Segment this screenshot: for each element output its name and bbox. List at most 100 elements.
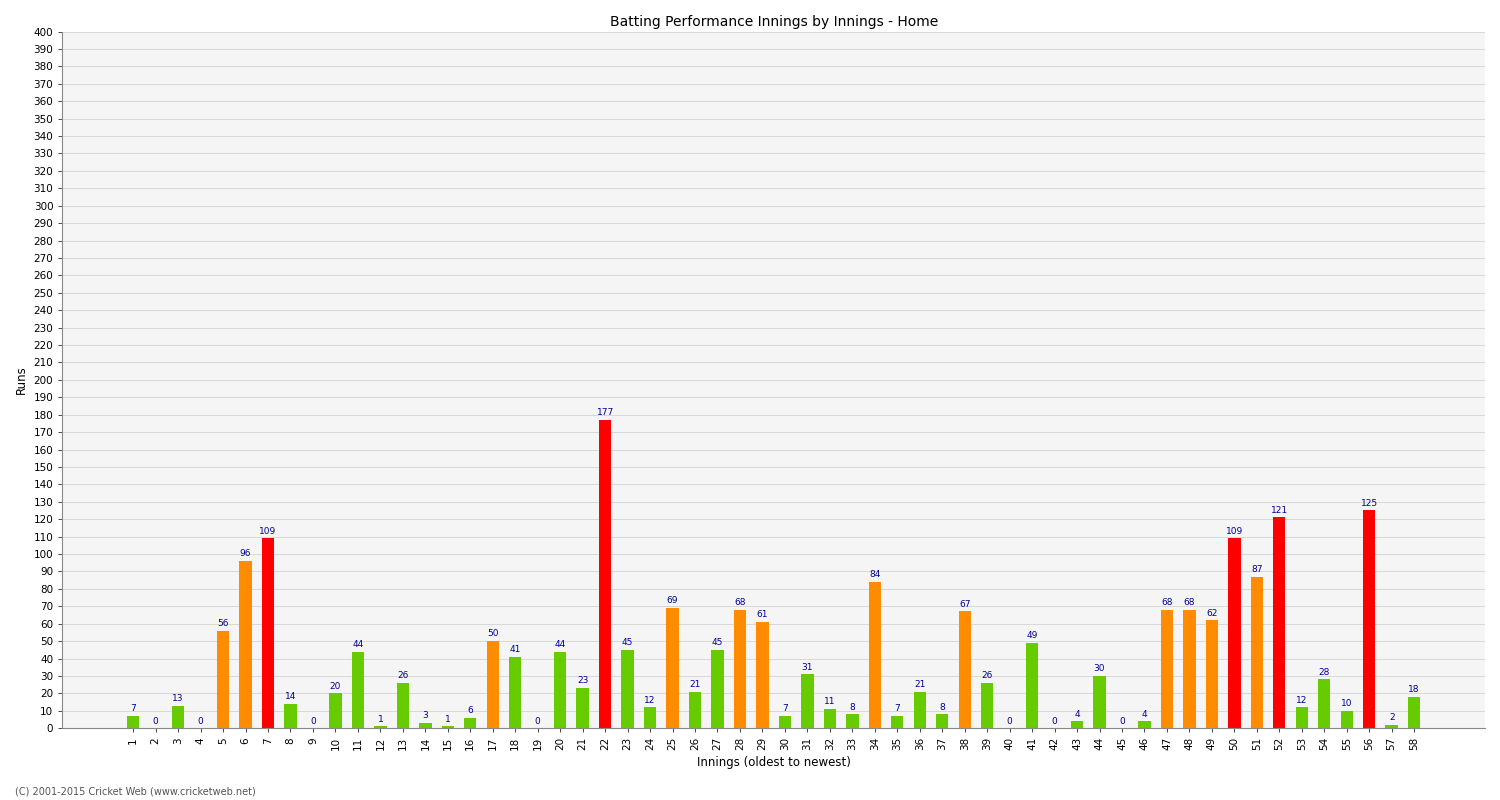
Bar — [846, 714, 858, 728]
Text: 8: 8 — [939, 702, 945, 712]
Text: 0: 0 — [536, 717, 540, 726]
Bar — [1386, 725, 1398, 728]
Text: 49: 49 — [1026, 631, 1038, 640]
Text: 45: 45 — [622, 638, 633, 647]
Bar — [1318, 679, 1330, 728]
Bar — [824, 709, 836, 728]
Text: 45: 45 — [712, 638, 723, 647]
Bar — [262, 538, 274, 728]
Bar — [217, 630, 229, 728]
Bar — [419, 723, 432, 728]
Text: 1: 1 — [378, 715, 384, 724]
Text: 20: 20 — [330, 682, 340, 690]
Bar — [801, 674, 813, 728]
Text: 28: 28 — [1318, 668, 1330, 677]
Bar — [285, 704, 297, 728]
Text: 8: 8 — [849, 702, 855, 712]
Bar — [1364, 510, 1376, 728]
Bar — [644, 707, 656, 728]
Text: 12: 12 — [645, 696, 656, 705]
Text: 7: 7 — [894, 704, 900, 714]
Bar — [734, 610, 746, 728]
Text: 84: 84 — [868, 570, 880, 579]
Text: 6: 6 — [468, 706, 472, 715]
Bar — [240, 561, 252, 728]
Bar — [711, 650, 723, 728]
Text: 68: 68 — [734, 598, 746, 607]
Bar — [351, 651, 364, 728]
Bar — [1206, 620, 1218, 728]
Text: (C) 2001-2015 Cricket Web (www.cricketweb.net): (C) 2001-2015 Cricket Web (www.cricketwe… — [15, 786, 255, 796]
Bar — [509, 657, 522, 728]
Text: 0: 0 — [153, 717, 159, 726]
Text: 18: 18 — [1408, 686, 1420, 694]
Text: 62: 62 — [1206, 609, 1218, 618]
Text: 177: 177 — [597, 408, 613, 418]
Text: 44: 44 — [352, 640, 363, 649]
Bar — [688, 691, 700, 728]
Bar — [1274, 518, 1286, 728]
Text: 68: 68 — [1184, 598, 1196, 607]
Bar — [1296, 707, 1308, 728]
Text: 1: 1 — [446, 715, 450, 724]
X-axis label: Innings (oldest to newest): Innings (oldest to newest) — [696, 756, 850, 769]
Bar — [981, 683, 993, 728]
Text: 21: 21 — [690, 680, 700, 689]
Bar — [1184, 610, 1196, 728]
Text: 13: 13 — [172, 694, 184, 703]
Bar — [1094, 676, 1106, 728]
Text: 30: 30 — [1094, 664, 1106, 674]
Bar — [172, 706, 184, 728]
Text: 56: 56 — [217, 619, 229, 628]
Bar — [1138, 722, 1150, 728]
Text: 2: 2 — [1389, 713, 1395, 722]
Text: 26: 26 — [981, 671, 993, 680]
Bar — [441, 726, 454, 728]
Title: Batting Performance Innings by Innings - Home: Batting Performance Innings by Innings -… — [609, 15, 938, 29]
Bar — [576, 688, 590, 728]
Bar — [374, 726, 387, 728]
Bar — [1341, 710, 1353, 728]
Text: 96: 96 — [240, 550, 252, 558]
Bar — [756, 622, 768, 728]
Text: 50: 50 — [488, 630, 498, 638]
Bar — [936, 714, 948, 728]
Bar — [666, 608, 678, 728]
Bar — [778, 716, 790, 728]
Bar — [396, 683, 410, 728]
Bar — [1228, 538, 1240, 728]
Text: 7: 7 — [782, 704, 788, 714]
Text: 109: 109 — [260, 526, 276, 536]
Text: 68: 68 — [1161, 598, 1173, 607]
Y-axis label: Runs: Runs — [15, 366, 28, 394]
Bar — [330, 694, 342, 728]
Text: 23: 23 — [578, 677, 588, 686]
Text: 11: 11 — [824, 698, 836, 706]
Text: 125: 125 — [1360, 499, 1378, 508]
Bar — [598, 420, 612, 728]
Bar — [464, 718, 477, 728]
Text: 4: 4 — [1142, 710, 1148, 718]
Bar — [958, 611, 970, 728]
Text: 0: 0 — [1119, 717, 1125, 726]
Bar — [891, 716, 903, 728]
Text: 121: 121 — [1270, 506, 1288, 515]
Bar — [868, 582, 880, 728]
Bar — [128, 716, 140, 728]
Bar — [914, 691, 926, 728]
Text: 21: 21 — [914, 680, 926, 689]
Text: 4: 4 — [1074, 710, 1080, 718]
Text: 10: 10 — [1341, 699, 1353, 708]
Text: 14: 14 — [285, 692, 296, 701]
Bar — [621, 650, 634, 728]
Text: 31: 31 — [801, 662, 813, 671]
Text: 7: 7 — [130, 704, 136, 714]
Bar — [486, 641, 500, 728]
Bar — [554, 651, 567, 728]
Text: 0: 0 — [310, 717, 316, 726]
Text: 44: 44 — [555, 640, 566, 649]
Text: 26: 26 — [398, 671, 408, 680]
Text: 12: 12 — [1296, 696, 1308, 705]
Text: 87: 87 — [1251, 565, 1263, 574]
Text: 109: 109 — [1226, 526, 1244, 536]
